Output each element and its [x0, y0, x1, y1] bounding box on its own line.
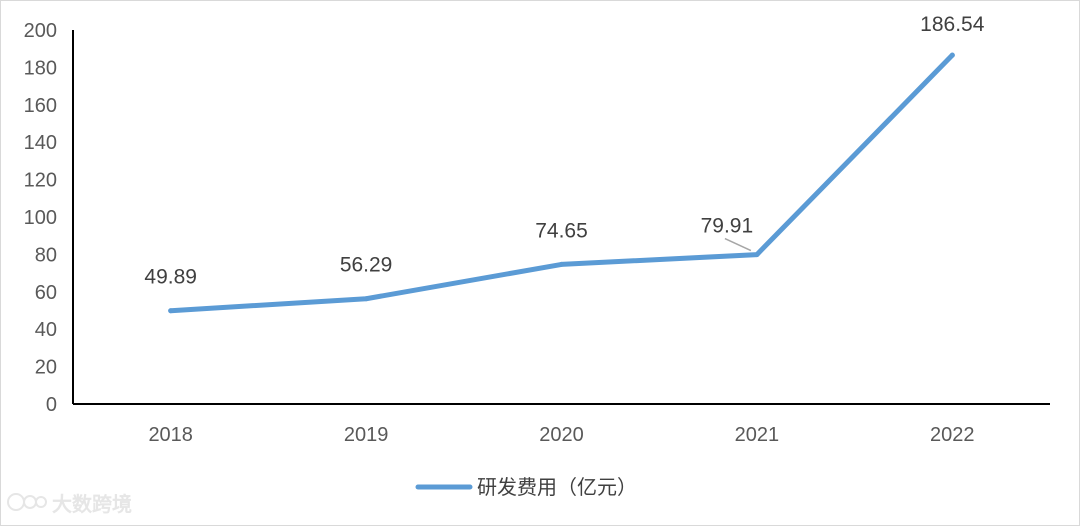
axes	[72, 30, 1050, 405]
y-tick-label: 60	[35, 282, 57, 304]
y-axis-ticks: 0 20 40 60 80 100 120 140 160 180 200	[24, 20, 57, 416]
y-tick-label: 80	[35, 244, 57, 266]
data-label: 49.89	[144, 266, 197, 289]
series-layer	[168, 52, 955, 314]
legend: 研发费用（亿元）	[415, 475, 637, 499]
data-label: 74.65	[535, 219, 588, 242]
y-tick-label: 120	[24, 170, 57, 192]
x-tick-label: 2019	[344, 424, 389, 446]
data-label: 56.29	[340, 254, 393, 277]
watermark-text: 大数跨境	[52, 492, 132, 516]
y-tick-label: 20	[35, 357, 57, 379]
legend-label: 研发费用（亿元）	[477, 475, 637, 499]
x-tick-label: 2022	[930, 424, 975, 446]
series-line	[168, 52, 955, 314]
y-tick-label: 160	[24, 95, 57, 117]
data-label: 79.91	[701, 215, 754, 238]
watermark: 大数跨境	[7, 492, 132, 516]
y-tick-label: 100	[24, 207, 57, 229]
y-tick-label: 200	[24, 20, 57, 42]
data-label: 186.54	[920, 13, 985, 36]
y-tick-label: 40	[35, 319, 57, 341]
x-tick-label: 2021	[735, 424, 780, 446]
data-point	[559, 261, 564, 267]
data-labels: 49.89 56.29 74.65 79.91 186.54	[144, 13, 984, 289]
leader-line	[724, 237, 752, 252]
data-point	[168, 308, 174, 314]
watermark-logo	[7, 493, 47, 511]
x-tick-label: 2018	[148, 424, 193, 446]
data-point	[754, 252, 760, 258]
y-tick-label: 0	[46, 394, 57, 416]
data-point	[363, 296, 369, 302]
y-tick-label: 180	[24, 57, 57, 79]
y-tick-label: 140	[24, 132, 57, 154]
x-axis-ticks: 2018 2019 2020 2021 2022	[148, 424, 974, 446]
x-tick-label: 2020	[539, 424, 584, 446]
data-point	[949, 52, 955, 58]
